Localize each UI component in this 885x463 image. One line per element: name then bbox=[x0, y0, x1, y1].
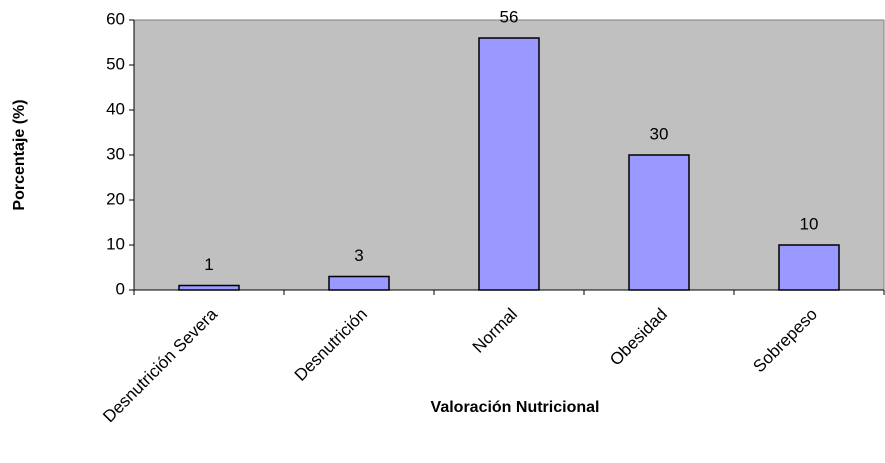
y-tick-label: 60 bbox=[106, 9, 125, 28]
bar bbox=[628, 154, 690, 291]
y-tick-label: 0 bbox=[116, 279, 125, 298]
data-label: 1 bbox=[204, 255, 213, 274]
x-axis-title: Valoración Nutricional bbox=[431, 399, 600, 416]
y-tick-label: 10 bbox=[106, 234, 125, 253]
bar bbox=[178, 284, 240, 291]
y-tick-label: 40 bbox=[106, 99, 125, 118]
bar bbox=[328, 275, 390, 291]
y-tick-label: 50 bbox=[106, 54, 125, 73]
x-tick-label: Sobrepeso bbox=[749, 305, 821, 377]
y-tick-label: 30 bbox=[106, 144, 125, 163]
bar bbox=[478, 37, 540, 291]
x-tick-label: Desnutrición Severa bbox=[99, 304, 221, 426]
y-tick-label: 20 bbox=[106, 189, 125, 208]
data-label: 56 bbox=[500, 7, 519, 26]
bar bbox=[778, 244, 840, 291]
x-tick-label: Obesidad bbox=[606, 305, 671, 370]
x-tick-label: Normal bbox=[469, 305, 521, 357]
data-label: 3 bbox=[354, 246, 363, 265]
data-label: 30 bbox=[650, 124, 669, 143]
x-tick-label: Desnutrición bbox=[291, 305, 371, 385]
data-label: 10 bbox=[800, 214, 819, 233]
y-axis-title: Porcentaje (%) bbox=[11, 99, 28, 210]
